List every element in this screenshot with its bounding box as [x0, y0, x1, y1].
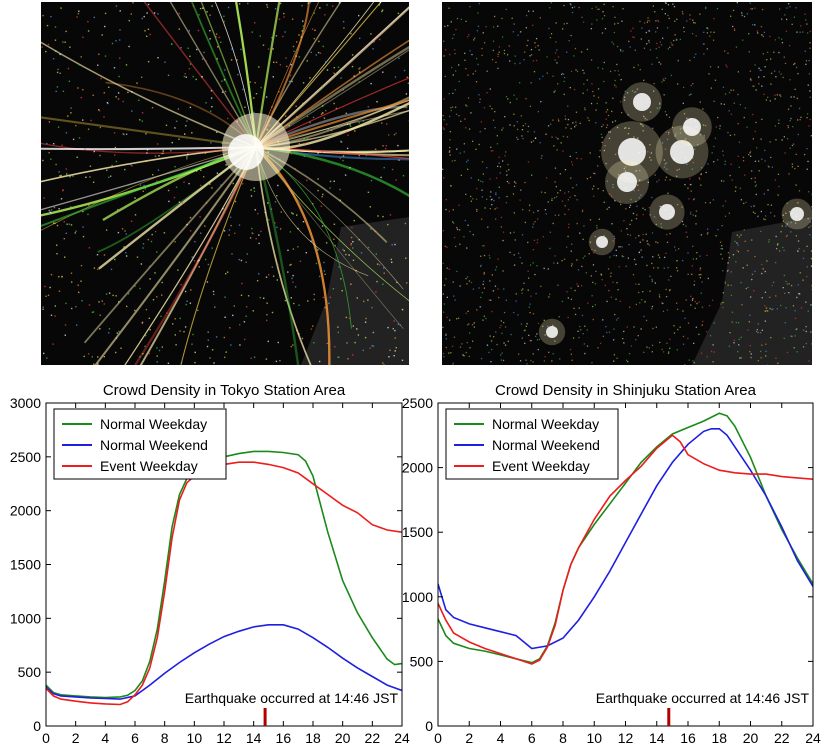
- series-line-normal-weekend: [46, 624, 402, 700]
- x-tick-label: 8: [161, 730, 169, 746]
- legend-label: Event Weekday: [492, 458, 590, 474]
- x-tick-label: 2: [465, 730, 473, 746]
- y-tick-label: 2500: [10, 449, 41, 465]
- x-tick-label: 22: [365, 730, 381, 746]
- earthquake-annotation: Earthquake occurred at 14:46 JST: [185, 690, 399, 706]
- y-tick-label: 1500: [10, 557, 41, 573]
- legend-label: Normal Weekend: [492, 437, 600, 453]
- y-tick-label: 1500: [402, 524, 433, 540]
- x-tick-label: 8: [559, 730, 567, 746]
- y-tick-label: 2500: [402, 395, 433, 411]
- legend-label: Normal Weekday: [492, 416, 599, 432]
- x-tick-label: 12: [618, 730, 634, 746]
- x-tick-label: 18: [305, 730, 321, 746]
- y-tick-label: 1000: [10, 610, 41, 626]
- y-tick-label: 2000: [10, 503, 41, 519]
- earthquake-annotation: Earthquake occurred at 14:46 JST: [596, 690, 810, 706]
- chart-legend: Normal Weekday Normal Weekend Event Weekda…: [53, 408, 227, 480]
- crowd-points: [442, 2, 812, 365]
- legend-label: Normal Weekday: [100, 416, 207, 432]
- x-tick-label: 10: [586, 730, 602, 746]
- series-line-event-weekday: [46, 461, 402, 706]
- shinjuku-crowd-map: [442, 2, 812, 365]
- chart-legend: Normal Weekday Normal Weekend Event Weekda…: [445, 408, 619, 480]
- x-tick-label: 0: [434, 730, 442, 746]
- tokyo-crowd-map: [41, 2, 409, 365]
- y-tick-label: 0: [425, 718, 433, 734]
- y-tick-label: 500: [410, 653, 434, 669]
- x-tick-label: 24: [805, 730, 821, 746]
- x-tick-label: 18: [711, 730, 727, 746]
- x-tick-label: 20: [335, 730, 351, 746]
- x-tick-label: 14: [649, 730, 665, 746]
- y-tick-label: 1000: [402, 589, 433, 605]
- crowd-trajectories: [41, 2, 409, 365]
- legend-label: Event Weekday: [100, 458, 198, 474]
- y-tick-label: 3000: [10, 395, 41, 411]
- x-tick-label: 4: [497, 730, 505, 746]
- x-tick-label: 2: [72, 730, 80, 746]
- x-tick-label: 16: [276, 730, 292, 746]
- x-tick-label: 22: [774, 730, 790, 746]
- series-line-normal-weekend: [438, 428, 813, 650]
- y-tick-label: 0: [33, 718, 41, 734]
- y-tick-label: 2000: [402, 460, 433, 476]
- x-tick-label: 12: [216, 730, 232, 746]
- shinjuku-chart: Crowd Density in Shinjuku Station Area 0 2…: [402, 382, 821, 746]
- x-tick-label: 16: [680, 730, 696, 746]
- x-tick-label: 6: [528, 730, 536, 746]
- chart-title: Crowd Density in Shinjuku Station Area: [495, 382, 757, 399]
- legend-label: Normal Weekend: [100, 437, 208, 453]
- series-line-normal-weekday: [46, 450, 402, 699]
- x-tick-label: 14: [246, 730, 262, 746]
- x-tick-label: 10: [187, 730, 203, 746]
- x-tick-label: 0: [42, 730, 50, 746]
- x-tick-label: 4: [101, 730, 109, 746]
- x-tick-label: 20: [743, 730, 759, 746]
- series-line-normal-weekday: [438, 412, 813, 664]
- x-tick-label: 24: [394, 730, 410, 746]
- x-tick-label: 6: [131, 730, 139, 746]
- y-tick-label: 500: [18, 664, 42, 680]
- sea-area: [692, 217, 812, 365]
- series-line-event-weekday: [438, 434, 813, 665]
- chart-title: Crowd Density in Tokyo Station Area: [103, 382, 346, 399]
